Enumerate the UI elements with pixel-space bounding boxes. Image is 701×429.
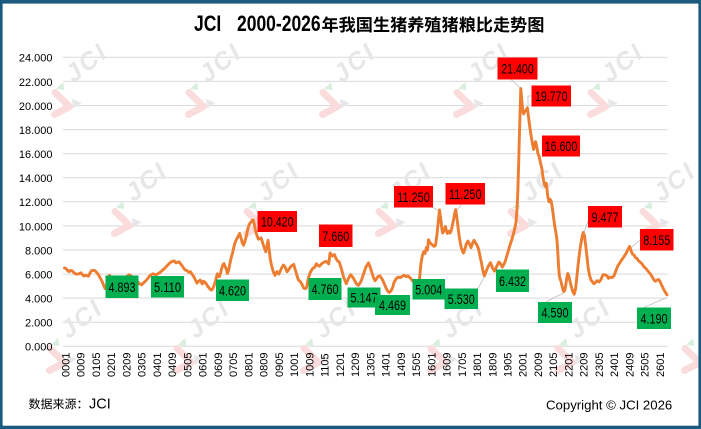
svg-text:0009: 0009 — [76, 353, 88, 377]
svg-text:6.432: 6.432 — [499, 274, 526, 289]
svg-text:1609: 1609 — [442, 353, 454, 377]
svg-text:0601: 0601 — [198, 353, 210, 377]
svg-text:1001: 1001 — [289, 353, 301, 377]
svg-text:14.000: 14.000 — [19, 173, 53, 185]
svg-text:1809: 1809 — [487, 353, 499, 377]
svg-text:6.000: 6.000 — [25, 270, 53, 282]
svg-text:0705: 0705 — [228, 353, 240, 377]
svg-text:0505: 0505 — [182, 353, 194, 377]
svg-text:1905: 1905 — [503, 353, 515, 377]
svg-text:10.420: 10.420 — [261, 215, 294, 230]
svg-text:12.000: 12.000 — [19, 197, 53, 209]
svg-text:0201: 0201 — [106, 353, 118, 377]
svg-text:4.590: 4.590 — [542, 306, 569, 321]
svg-text:JCI: JCI — [194, 12, 221, 36]
svg-text:4.760: 4.760 — [312, 282, 339, 297]
svg-text:2601: 2601 — [655, 353, 667, 377]
svg-text:2.000: 2.000 — [25, 318, 53, 330]
svg-text:16.000: 16.000 — [19, 149, 53, 161]
svg-text:8.155: 8.155 — [643, 233, 670, 248]
svg-text:1409: 1409 — [396, 353, 408, 377]
svg-text:4.190: 4.190 — [641, 311, 668, 326]
svg-text:4.469: 4.469 — [379, 298, 406, 313]
svg-text:0401: 0401 — [152, 353, 164, 377]
svg-text:21.400: 21.400 — [501, 62, 534, 77]
svg-text:16.600: 16.600 — [545, 139, 578, 154]
svg-text:1401: 1401 — [381, 353, 393, 377]
svg-text:9.477: 9.477 — [592, 210, 619, 225]
svg-text:1009: 1009 — [304, 353, 316, 377]
svg-text:7.660: 7.660 — [322, 229, 349, 244]
svg-text:1305: 1305 — [365, 353, 377, 377]
svg-text:0409: 0409 — [167, 353, 179, 377]
svg-text:19.770: 19.770 — [535, 89, 568, 104]
svg-text:0.000: 0.000 — [25, 342, 53, 354]
svg-text:0905: 0905 — [274, 353, 286, 377]
svg-text:0105: 0105 — [91, 353, 103, 377]
svg-text:1505: 1505 — [411, 353, 423, 377]
svg-text:1601: 1601 — [426, 353, 438, 377]
svg-text:2401: 2401 — [609, 353, 621, 377]
svg-text:2305: 2305 — [594, 353, 606, 377]
svg-text:1105: 1105 — [320, 353, 332, 377]
svg-text:0001: 0001 — [60, 353, 72, 377]
svg-text:5.110: 5.110 — [154, 280, 181, 295]
svg-text:20.000: 20.000 — [19, 101, 53, 113]
svg-text:5.004: 5.004 — [415, 282, 442, 297]
svg-text:0809: 0809 — [259, 353, 271, 377]
svg-text:2505: 2505 — [640, 353, 652, 377]
svg-text:24.000: 24.000 — [19, 53, 53, 65]
svg-text:2409: 2409 — [625, 353, 637, 377]
svg-text:0209: 0209 — [121, 353, 133, 377]
svg-text:2000-2026: 2000-2026 — [237, 12, 321, 36]
svg-text:0609: 0609 — [213, 353, 225, 377]
svg-text:Copyright © JCI 2026: Copyright © JCI 2026 — [546, 397, 672, 412]
svg-text:4.620: 4.620 — [219, 283, 246, 298]
svg-text:4.000: 4.000 — [25, 294, 53, 306]
svg-text:2105: 2105 — [548, 353, 560, 377]
svg-text:1201: 1201 — [335, 353, 347, 377]
svg-text:0801: 0801 — [243, 353, 255, 377]
svg-text:2209: 2209 — [579, 353, 591, 377]
svg-text:11.250: 11.250 — [397, 190, 430, 205]
svg-text:1705: 1705 — [457, 353, 469, 377]
svg-text:22.000: 22.000 — [19, 77, 53, 89]
svg-text:1801: 1801 — [472, 353, 484, 377]
svg-text:5.530: 5.530 — [448, 292, 475, 307]
svg-text:0305: 0305 — [137, 353, 149, 377]
svg-text:JCI: JCI — [89, 396, 111, 412]
svg-text:4.893: 4.893 — [109, 280, 136, 295]
svg-text:2009: 2009 — [533, 353, 545, 377]
svg-text:1209: 1209 — [350, 353, 362, 377]
svg-text:2001: 2001 — [518, 353, 530, 377]
svg-text:5.147: 5.147 — [351, 291, 378, 306]
svg-text:11.250: 11.250 — [449, 187, 482, 202]
svg-text:2201: 2201 — [564, 353, 576, 377]
svg-text:8.000: 8.000 — [25, 245, 53, 257]
svg-text:10.000: 10.000 — [19, 221, 53, 233]
svg-text:18.000: 18.000 — [19, 125, 53, 137]
